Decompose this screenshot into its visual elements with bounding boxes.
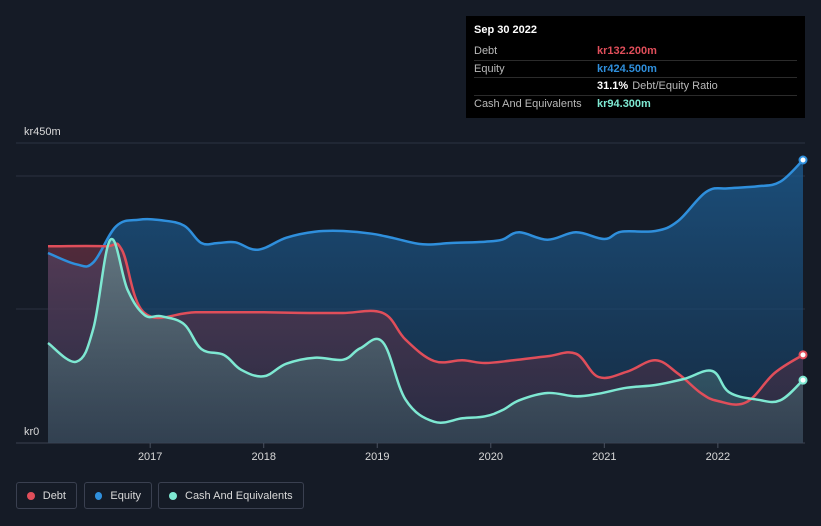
tooltip-equity-value: kr424.500m bbox=[597, 62, 657, 75]
x-tick-label: 2022 bbox=[706, 451, 730, 463]
x-tick-label: 2017 bbox=[138, 451, 162, 463]
cash-and-equivalents-end-point[interactable] bbox=[798, 375, 808, 385]
legend-equity[interactable]: Equity bbox=[84, 482, 152, 509]
tooltip-date: Sep 30 2022 bbox=[474, 24, 537, 36]
tooltip-equity-label: Equity bbox=[474, 62, 505, 75]
legend-cash-dot bbox=[169, 491, 177, 500]
tooltip: Sep 30 2022 Debt kr132.200m Equity kr424… bbox=[466, 16, 805, 118]
x-tick-label: 2018 bbox=[251, 451, 275, 463]
y-axis-bottom-label: kr0 bbox=[24, 426, 39, 438]
x-tick-label: 2019 bbox=[365, 451, 389, 463]
legend-equity-dot bbox=[95, 491, 103, 500]
legend-cash[interactable]: Cash And Equivalents bbox=[158, 482, 304, 509]
legend-debt-dot bbox=[27, 491, 35, 500]
tooltip-cash-value: kr94.300m bbox=[597, 97, 651, 110]
debt-end-point[interactable] bbox=[798, 350, 808, 360]
x-tick-label: 2020 bbox=[479, 451, 503, 463]
debt-line bbox=[47, 242, 804, 406]
equity-line bbox=[47, 159, 804, 268]
equity-end-point[interactable] bbox=[798, 155, 808, 165]
tooltip-row-debt: Debt kr132.200m bbox=[474, 43, 797, 60]
tooltip-row-equity: Equity kr424.500m bbox=[474, 59, 797, 78]
cash-and-equivalents-line bbox=[47, 237, 804, 424]
tooltip-debt-value: kr132.200m bbox=[597, 45, 657, 58]
tooltip-ratio-label: Debt/Equity Ratio bbox=[632, 80, 718, 93]
y-axis-top-label: kr450m bbox=[24, 126, 61, 138]
tooltip-row-cash: Cash And Equivalents kr94.300m bbox=[474, 94, 797, 113]
tooltip-cash-label: Cash And Equivalents bbox=[474, 97, 582, 110]
tooltip-debt-label: Debt bbox=[474, 45, 498, 58]
tooltip-row-ratio: 31.1% Debt/Equity Ratio bbox=[474, 77, 797, 95]
legend-debt-label: Debt bbox=[42, 489, 66, 502]
legend-debt[interactable]: Debt bbox=[16, 482, 77, 509]
legend-equity-label: Equity bbox=[110, 489, 141, 502]
tooltip-ratio-value: 31.1% bbox=[597, 80, 629, 93]
cash-and-equivalents-area bbox=[48, 238, 803, 443]
x-tick-label: 2021 bbox=[592, 451, 616, 463]
legend-cash-label: Cash And Equivalents bbox=[185, 489, 293, 502]
